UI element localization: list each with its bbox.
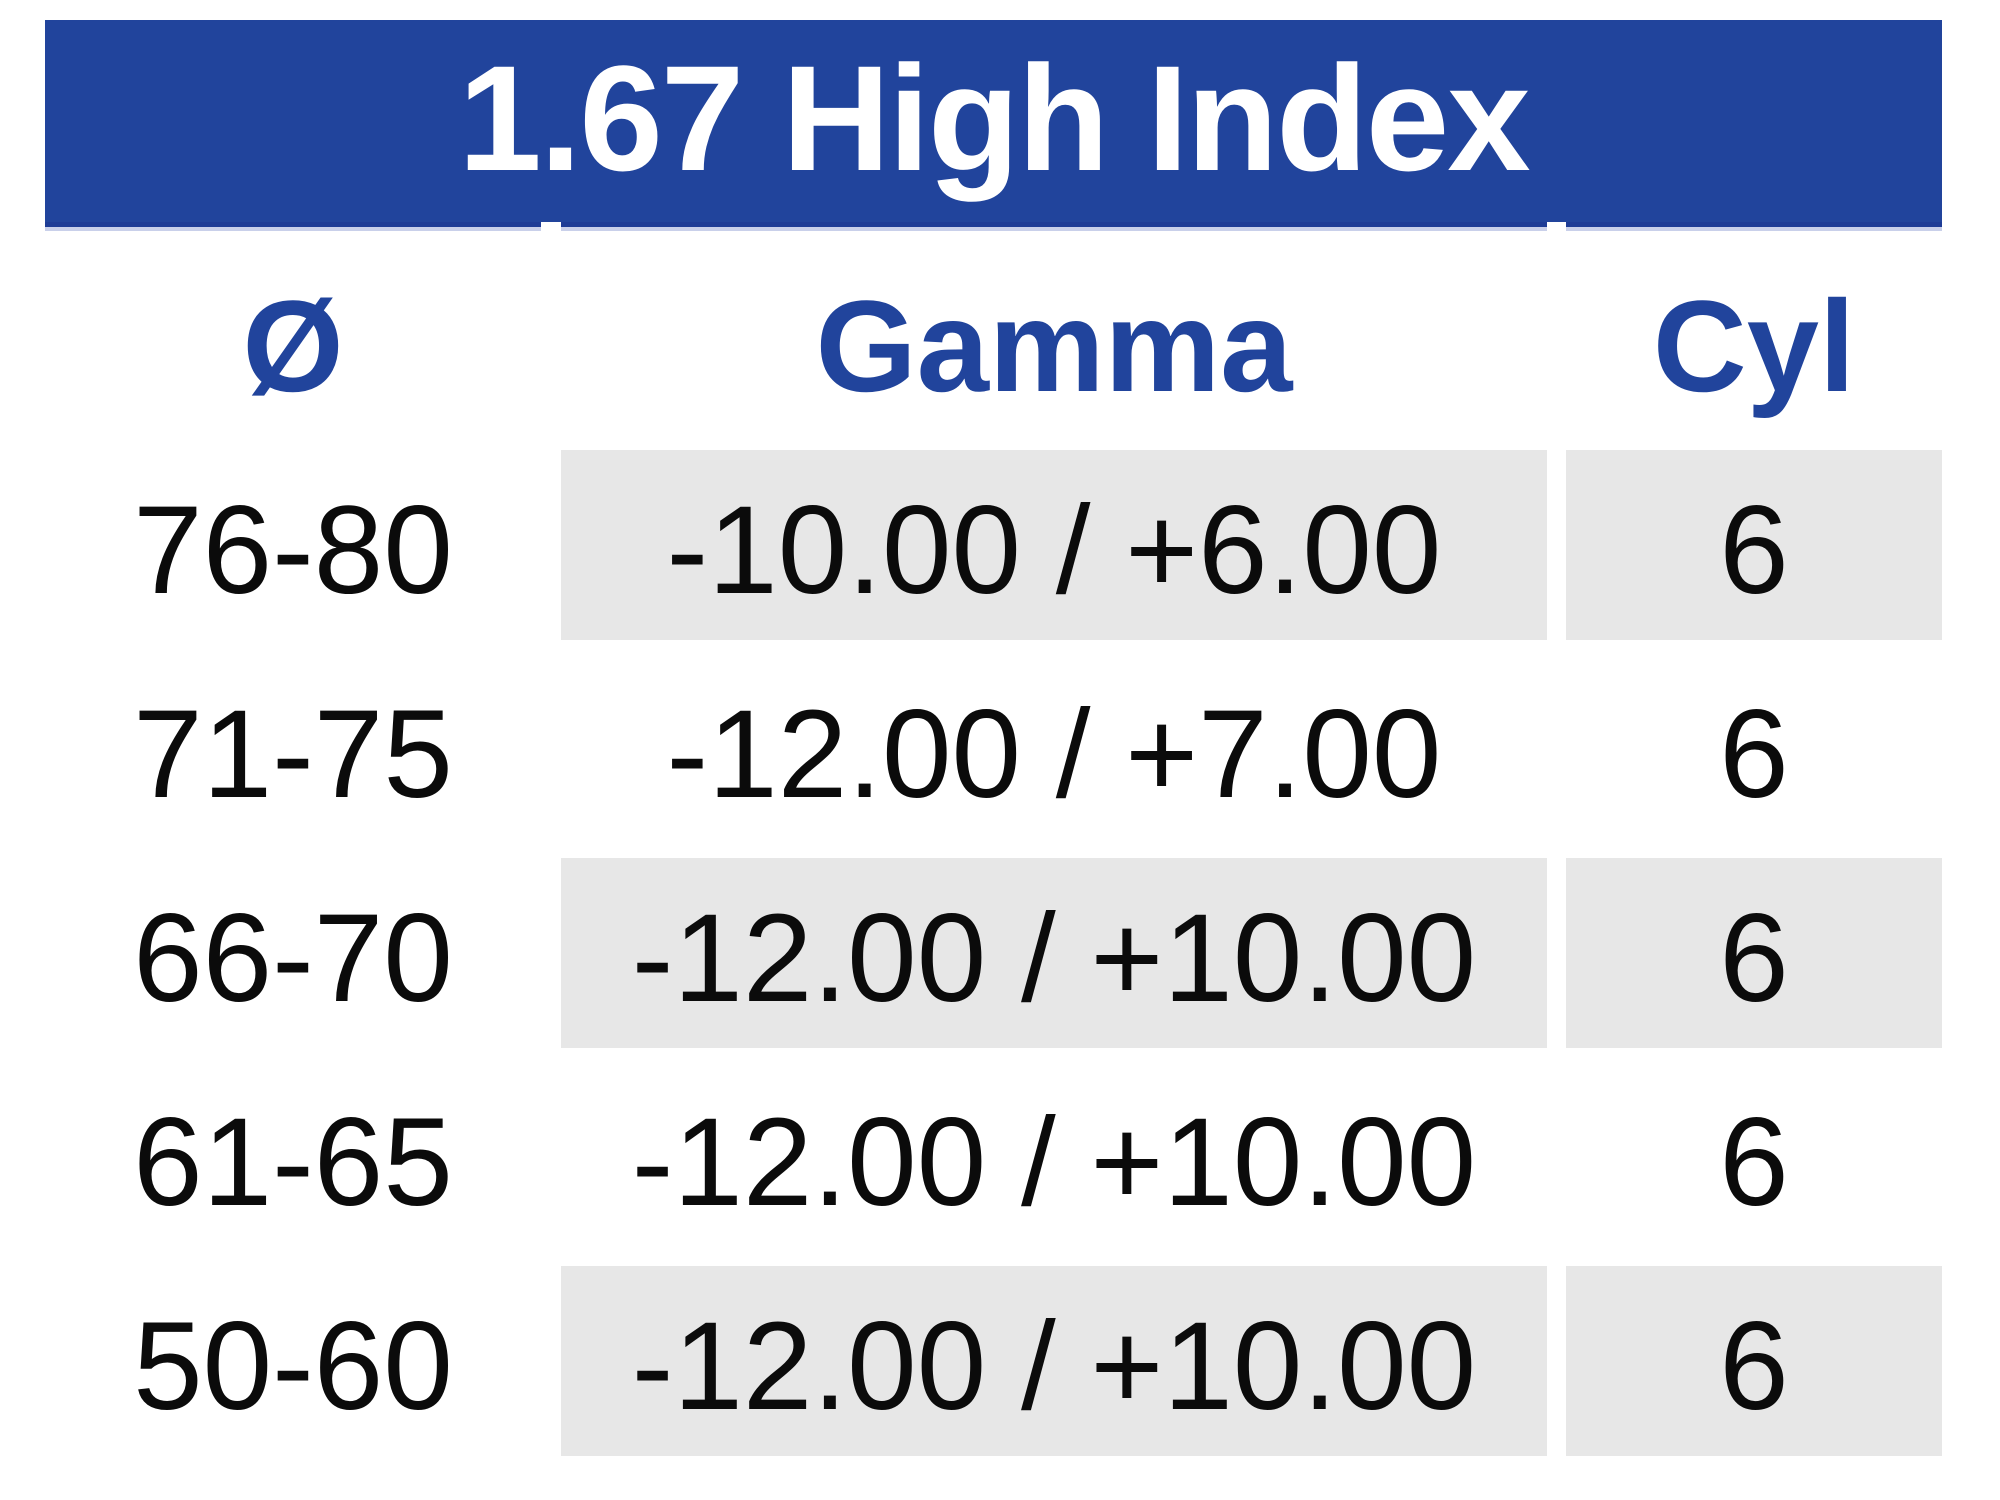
table-header-row: Ø Gamma Cyl (45, 231, 1942, 450)
table-title-band: 1.67 High Index (45, 20, 1942, 222)
table-row: 66-70 -12.00 / +10.00 6 (45, 858, 1942, 1048)
table-row: 61-65 -12.00 / +10.00 6 (45, 1062, 1942, 1252)
cyl-cell: 6 (1566, 1266, 1942, 1456)
title-band-bottom-edge (45, 222, 1942, 231)
cyl-cell: 6 (1719, 1092, 1789, 1232)
lens-availability-table: 1.67 High Index Ø Gamma Cyl 76-80 -10.00… (45, 20, 1942, 1470)
table-title: 1.67 High Index (458, 34, 1530, 202)
edge-segment (1566, 222, 1942, 231)
edge-segment (45, 222, 541, 231)
table-row: 76-80 -10.00 / +6.00 6 (45, 450, 1942, 640)
table-row: 50-60 -12.00 / +10.00 6 (45, 1266, 1942, 1456)
cyl-cell: 6 (1719, 684, 1789, 824)
diameter-cell: 76-80 (133, 480, 453, 620)
column-header-gamma: Gamma (815, 272, 1293, 419)
column-header-cyl: Cyl (1652, 272, 1856, 419)
column-header-diameter: Ø (242, 272, 344, 419)
gamma-cell: -12.00 / +10.00 (561, 858, 1547, 1048)
gamma-cell: -12.00 / +7.00 (666, 684, 1442, 824)
gamma-cell: -12.00 / +10.00 (631, 1092, 1477, 1232)
edge-gutter (541, 222, 561, 231)
edge-segment (561, 222, 1547, 231)
gamma-cell: -10.00 / +6.00 (561, 450, 1547, 640)
table-row: 71-75 -12.00 / +7.00 6 (45, 654, 1942, 844)
gamma-cell: -12.00 / +10.00 (561, 1266, 1547, 1456)
diameter-cell: 50-60 (133, 1296, 453, 1436)
cyl-cell: 6 (1566, 858, 1942, 1048)
diameter-cell: 71-75 (133, 684, 453, 824)
edge-gutter (1547, 222, 1566, 231)
cyl-cell: 6 (1566, 450, 1942, 640)
diameter-cell: 66-70 (133, 888, 453, 1028)
diameter-cell: 61-65 (133, 1092, 453, 1232)
